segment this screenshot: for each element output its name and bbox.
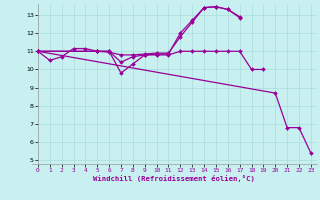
X-axis label: Windchill (Refroidissement éolien,°C): Windchill (Refroidissement éolien,°C) (93, 175, 255, 182)
